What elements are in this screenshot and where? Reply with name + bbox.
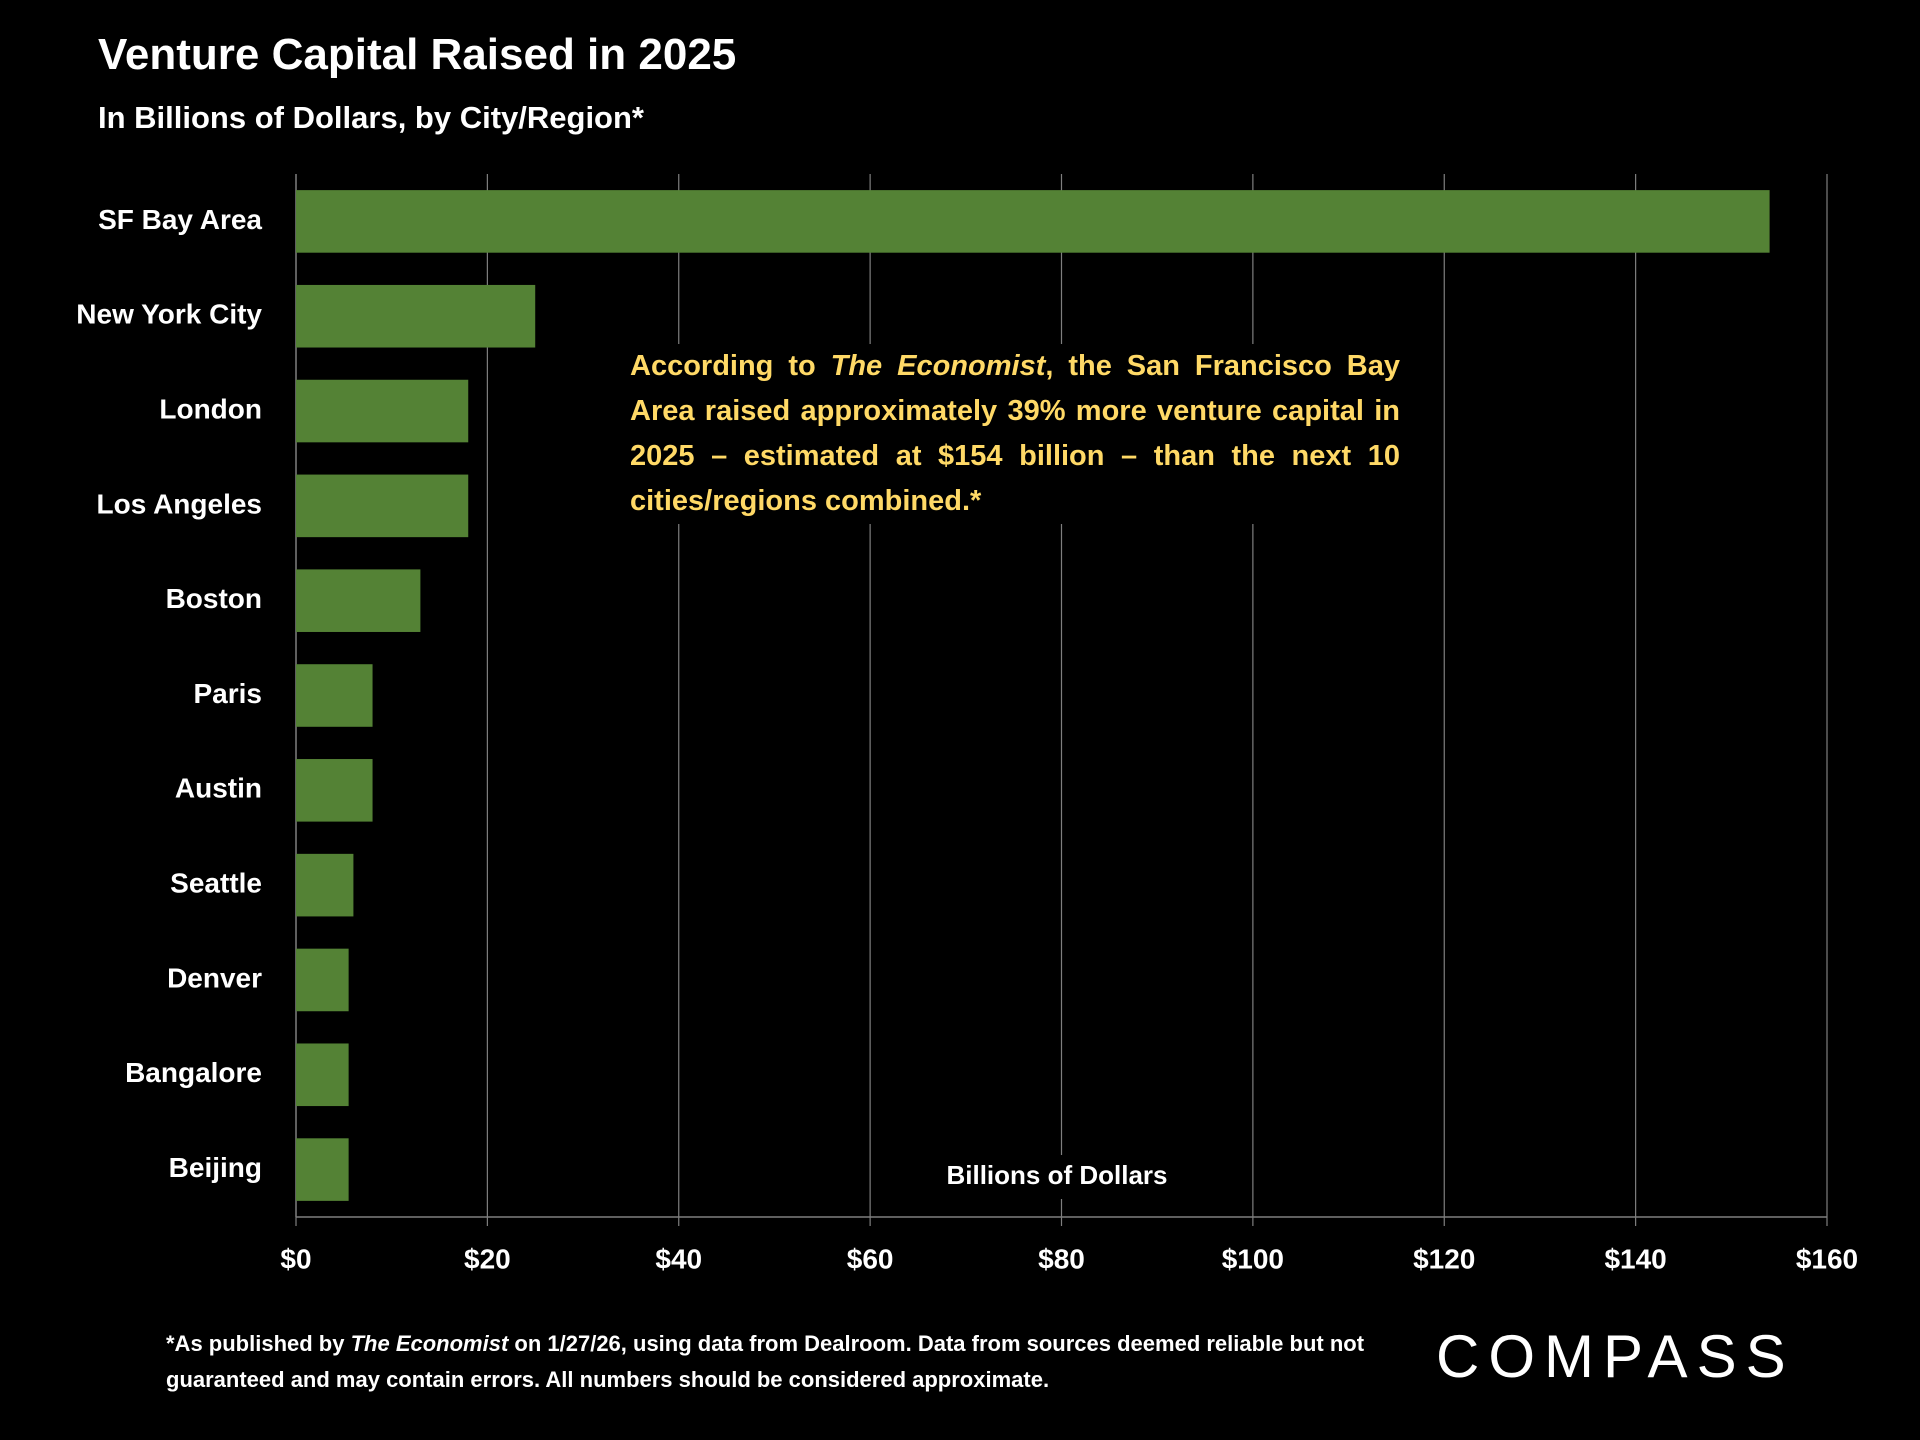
y-tick-label: Paris bbox=[194, 678, 263, 709]
footnote: *As published by The Economist on 1/27/2… bbox=[166, 1326, 1416, 1398]
y-tick-label: Denver bbox=[167, 962, 262, 993]
x-tick-label: $160 bbox=[1796, 1243, 1858, 1274]
bar bbox=[296, 1138, 349, 1201]
x-tick-label: $80 bbox=[1038, 1243, 1085, 1274]
y-tick-label: SF Bay Area bbox=[98, 204, 262, 235]
bar bbox=[296, 948, 349, 1012]
footnote-text: on 1/27/26, using data from Dealroom. Da… bbox=[166, 1331, 1365, 1392]
footnote-text: The Economist bbox=[350, 1331, 509, 1356]
y-tick-label: Beijing bbox=[169, 1152, 262, 1183]
x-axis-label-background bbox=[920, 1155, 1200, 1199]
annotation: According to The Economist, the San Fran… bbox=[626, 344, 1404, 524]
bar bbox=[296, 474, 469, 538]
x-tick-label: $120 bbox=[1413, 1243, 1475, 1274]
annotation-text: The Economist bbox=[830, 350, 1046, 382]
x-tick-label: $140 bbox=[1604, 1243, 1666, 1274]
bar bbox=[296, 190, 1770, 253]
x-tick-label: $0 bbox=[280, 1243, 311, 1274]
bar bbox=[296, 569, 421, 632]
annotation-text: According to bbox=[630, 350, 831, 382]
x-tick-label: $100 bbox=[1222, 1243, 1284, 1274]
chart-subtitle: In Billions of Dollars, by City/Region* bbox=[98, 100, 644, 135]
y-tick-label: Los Angeles bbox=[97, 488, 262, 519]
bar bbox=[296, 664, 373, 727]
bar bbox=[296, 1043, 349, 1107]
y-tick-label: Austin bbox=[175, 773, 262, 804]
chart-title: Venture Capital Raised in 2025 bbox=[98, 30, 737, 79]
bar bbox=[296, 853, 354, 917]
y-tick-label: London bbox=[159, 393, 262, 424]
footnote-text: *As published by bbox=[166, 1331, 351, 1356]
annotation-text: , the San Francisco Bay Area raised appr… bbox=[630, 350, 1401, 517]
x-tick-label: $60 bbox=[847, 1243, 894, 1274]
y-tick-label: Bangalore bbox=[125, 1057, 262, 1088]
y-tick-label: Seattle bbox=[170, 868, 262, 899]
logo: COMPASS bbox=[1436, 1323, 1795, 1390]
x-tick-label: $20 bbox=[464, 1243, 511, 1274]
bar bbox=[296, 379, 469, 443]
x-tick-label: $40 bbox=[655, 1243, 702, 1274]
y-tick-label: New York City bbox=[76, 299, 262, 330]
y-tick-label: Boston bbox=[166, 583, 262, 614]
x-axis-label: Billions of Dollars bbox=[946, 1160, 1167, 1190]
bar bbox=[296, 759, 373, 822]
bar bbox=[296, 284, 536, 348]
